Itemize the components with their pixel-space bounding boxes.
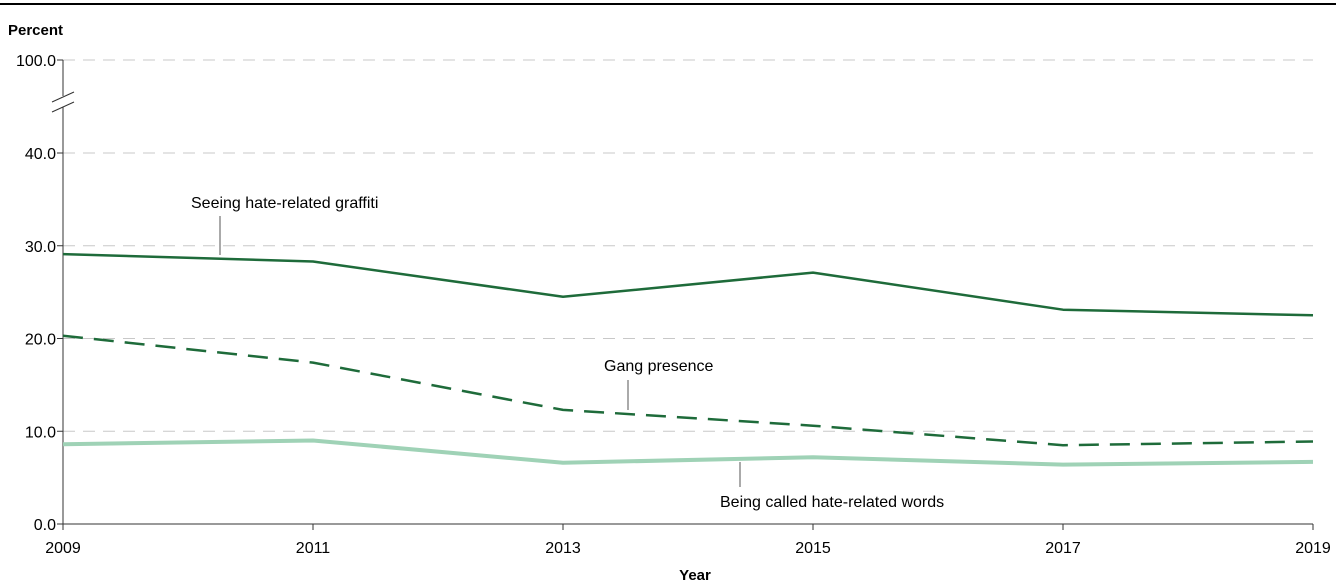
y-tick-label: 100.0: [16, 53, 56, 70]
y-tick-label: 20.0: [25, 332, 56, 349]
series-line-3: [62, 438, 1314, 467]
series-lines: [62, 252, 1314, 467]
series-line-2: [62, 334, 1314, 447]
y-tick-label: 10.0: [25, 424, 56, 441]
y-axis-title: Percent: [8, 22, 63, 39]
y-tick-label: 0.0: [34, 517, 56, 534]
x-tick-label: 2017: [1045, 540, 1081, 557]
axis-break-mark: [51, 101, 75, 113]
x-tick-label: 2015: [795, 540, 831, 557]
series-label: Gang presence: [604, 358, 714, 375]
x-tick-label: 2019: [1295, 540, 1331, 557]
x-tick-label: 2011: [296, 540, 331, 557]
x-tick-label: 2009: [45, 540, 81, 557]
series-line-1: [62, 252, 1314, 317]
y-tick-label: 40.0: [25, 146, 56, 163]
x-axis-title: Year: [679, 567, 711, 584]
series-label: Seeing hate-related graffiti: [191, 195, 378, 212]
series-label: Being called hate-related words: [720, 494, 944, 511]
axis-break-mark: [51, 91, 75, 103]
axes: 0.0 10.0 20.0 30.0 40.0 100.0 2009 2011 2013 2015…: [16, 53, 1331, 557]
series-annotations: Seeing hate-related graffiti Gang presenc…: [191, 195, 944, 511]
y-tick-label: 30.0: [25, 239, 56, 256]
x-tick-label: 2013: [545, 540, 581, 557]
gridlines: [63, 59, 1313, 432]
